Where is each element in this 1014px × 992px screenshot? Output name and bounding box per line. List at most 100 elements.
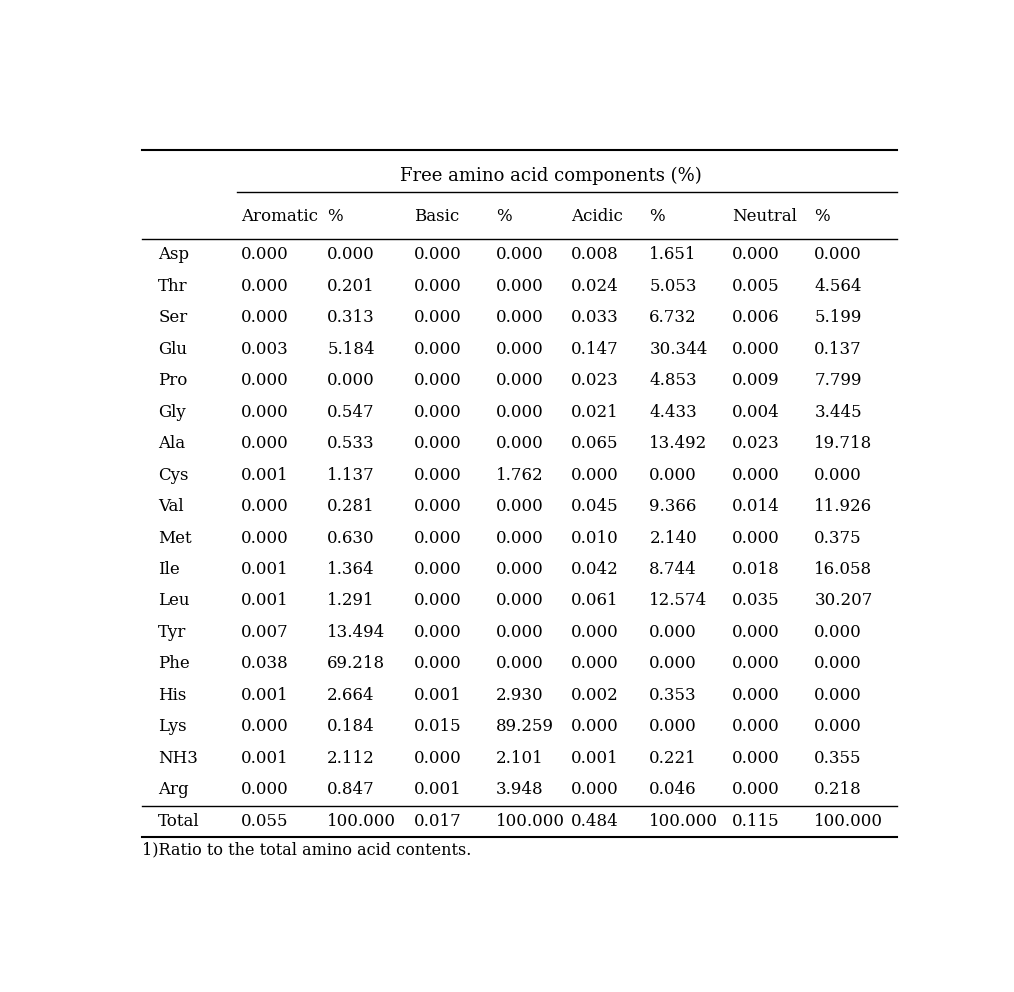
Text: 4.564: 4.564	[814, 278, 862, 295]
Text: Thr: Thr	[158, 278, 188, 295]
Text: 0.000: 0.000	[732, 782, 780, 799]
Text: 0.000: 0.000	[240, 310, 288, 326]
Text: 0.015: 0.015	[414, 718, 461, 735]
Text: 0.001: 0.001	[240, 686, 288, 704]
Text: 3.445: 3.445	[814, 404, 862, 421]
Text: Basic: Basic	[414, 208, 459, 225]
Text: 0.065: 0.065	[571, 435, 619, 452]
Text: 30.344: 30.344	[649, 340, 708, 358]
Text: 0.313: 0.313	[328, 310, 375, 326]
Text: 0.000: 0.000	[414, 750, 461, 767]
Text: 0.000: 0.000	[814, 246, 862, 263]
Text: 1)Ratio to the total amino acid contents.: 1)Ratio to the total amino acid contents…	[142, 841, 472, 858]
Text: Pro: Pro	[158, 372, 188, 389]
Text: 0.024: 0.024	[571, 278, 619, 295]
Text: Ala: Ala	[158, 435, 186, 452]
Text: 13.494: 13.494	[328, 624, 385, 641]
Text: 0.000: 0.000	[414, 530, 461, 547]
Text: Phe: Phe	[158, 656, 190, 673]
Text: 0.000: 0.000	[240, 718, 288, 735]
Text: 0.000: 0.000	[414, 624, 461, 641]
Text: 0.000: 0.000	[814, 718, 862, 735]
Text: 8.744: 8.744	[649, 561, 697, 578]
Text: Val: Val	[158, 498, 184, 515]
Text: 0.008: 0.008	[571, 246, 619, 263]
Text: 0.021: 0.021	[571, 404, 619, 421]
Text: Ser: Ser	[158, 310, 188, 326]
Text: 0.033: 0.033	[571, 310, 619, 326]
Text: 2.140: 2.140	[649, 530, 697, 547]
Text: 0.000: 0.000	[814, 686, 862, 704]
Text: 0.000: 0.000	[240, 435, 288, 452]
Text: 0.000: 0.000	[240, 246, 288, 263]
Text: 2.664: 2.664	[328, 686, 374, 704]
Text: 0.045: 0.045	[571, 498, 619, 515]
Text: 0.000: 0.000	[414, 404, 461, 421]
Text: 0.000: 0.000	[496, 592, 544, 609]
Text: Neutral: Neutral	[732, 208, 797, 225]
Text: 1.651: 1.651	[649, 246, 697, 263]
Text: 0.038: 0.038	[240, 656, 288, 673]
Text: 0.000: 0.000	[649, 656, 697, 673]
Text: 1.762: 1.762	[496, 466, 544, 483]
Text: 0.115: 0.115	[732, 812, 780, 830]
Text: Cys: Cys	[158, 466, 189, 483]
Text: 0.281: 0.281	[328, 498, 375, 515]
Text: 0.001: 0.001	[240, 466, 288, 483]
Text: 0.000: 0.000	[571, 466, 619, 483]
Text: Free amino acid components (%): Free amino acid components (%)	[401, 167, 702, 185]
Text: 0.000: 0.000	[571, 624, 619, 641]
Text: 1.137: 1.137	[328, 466, 375, 483]
Text: 0.000: 0.000	[496, 498, 544, 515]
Text: 0.017: 0.017	[414, 812, 461, 830]
Text: 16.058: 16.058	[814, 561, 872, 578]
Text: 0.137: 0.137	[814, 340, 862, 358]
Text: 0.000: 0.000	[732, 340, 780, 358]
Text: 0.000: 0.000	[496, 372, 544, 389]
Text: 0.355: 0.355	[814, 750, 862, 767]
Text: Asp: Asp	[158, 246, 190, 263]
Text: 0.042: 0.042	[571, 561, 619, 578]
Text: 0.000: 0.000	[496, 624, 544, 641]
Text: 0.221: 0.221	[649, 750, 697, 767]
Text: 2.930: 2.930	[496, 686, 544, 704]
Text: 0.000: 0.000	[414, 340, 461, 358]
Text: 0.000: 0.000	[732, 718, 780, 735]
Text: 0.055: 0.055	[240, 812, 288, 830]
Text: 0.000: 0.000	[496, 656, 544, 673]
Text: 0.533: 0.533	[328, 435, 375, 452]
Text: 0.201: 0.201	[328, 278, 375, 295]
Text: 0.000: 0.000	[414, 310, 461, 326]
Text: Gly: Gly	[158, 404, 186, 421]
Text: 0.000: 0.000	[328, 246, 375, 263]
Text: 100.000: 100.000	[496, 812, 565, 830]
Text: Total: Total	[158, 812, 200, 830]
Text: %: %	[328, 208, 343, 225]
Text: 4.433: 4.433	[649, 404, 697, 421]
Text: 0.000: 0.000	[496, 404, 544, 421]
Text: 1.291: 1.291	[328, 592, 375, 609]
Text: Tyr: Tyr	[158, 624, 187, 641]
Text: 13.492: 13.492	[649, 435, 708, 452]
Text: 0.000: 0.000	[496, 340, 544, 358]
Text: 6.732: 6.732	[649, 310, 697, 326]
Text: Arg: Arg	[158, 782, 189, 799]
Text: Leu: Leu	[158, 592, 190, 609]
Text: 9.366: 9.366	[649, 498, 697, 515]
Text: 0.000: 0.000	[732, 624, 780, 641]
Text: 0.006: 0.006	[732, 310, 780, 326]
Text: 0.000: 0.000	[571, 782, 619, 799]
Text: 0.218: 0.218	[814, 782, 862, 799]
Text: 0.001: 0.001	[240, 561, 288, 578]
Text: 0.001: 0.001	[240, 592, 288, 609]
Text: 0.061: 0.061	[571, 592, 619, 609]
Text: 0.000: 0.000	[240, 782, 288, 799]
Text: 0.000: 0.000	[240, 530, 288, 547]
Text: 0.000: 0.000	[328, 372, 375, 389]
Text: 0.000: 0.000	[414, 372, 461, 389]
Text: 0.010: 0.010	[571, 530, 619, 547]
Text: 89.259: 89.259	[496, 718, 554, 735]
Text: 0.001: 0.001	[571, 750, 619, 767]
Text: 4.853: 4.853	[649, 372, 697, 389]
Text: Met: Met	[158, 530, 192, 547]
